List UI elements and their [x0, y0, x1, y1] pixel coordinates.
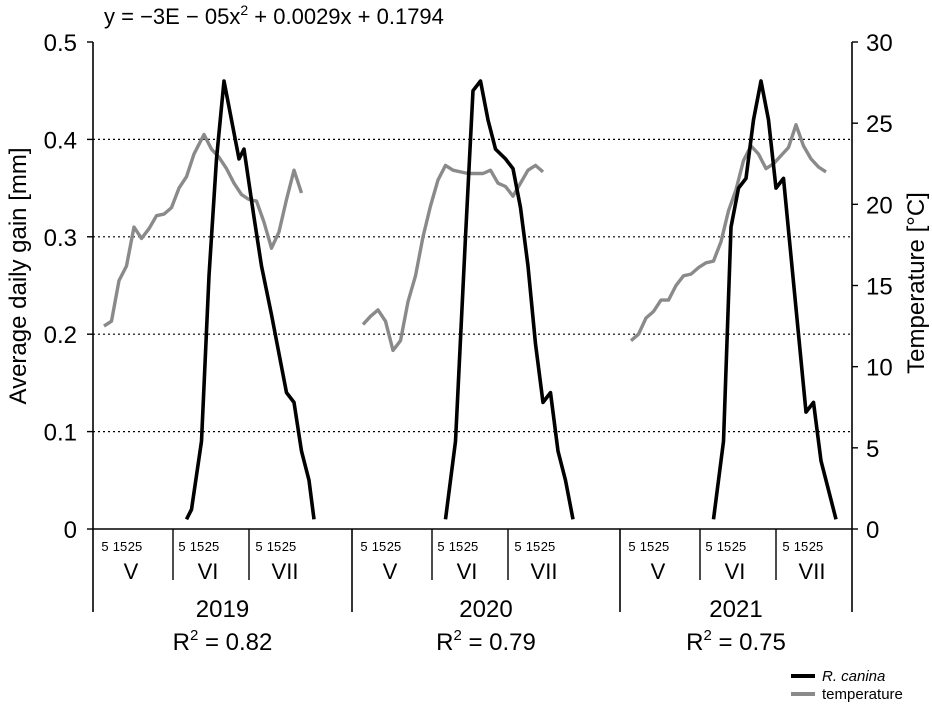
month-label: V: [383, 559, 398, 584]
regression-equation: y = −3E − 05x2 + 0.0029x + 0.1794: [104, 2, 444, 29]
y-tick-label-left: 0.3: [44, 225, 77, 252]
day-tick-label: 25: [809, 539, 823, 554]
day-tick-label: 25: [464, 539, 478, 554]
month-label: V: [124, 559, 139, 584]
day-tick-label: 5: [360, 539, 367, 554]
day-tick-label: 15: [640, 539, 654, 554]
y-tick-label-left: 0.5: [44, 30, 77, 57]
y-tick-label-left: 0: [64, 517, 77, 544]
r-squared-label: R2 = 0.75: [686, 627, 786, 656]
y-axis-left-title: Average daily gain [mm]: [5, 147, 32, 404]
month-label: VI: [457, 559, 478, 584]
year-label: 2021: [709, 596, 762, 623]
day-tick-label: 15: [794, 539, 808, 554]
month-label: VII: [531, 559, 558, 584]
day-tick-label: 5: [255, 539, 262, 554]
canina-line-2020: [443, 79, 575, 520]
day-tick-label: 5: [514, 539, 521, 554]
day-tick-label: 5: [101, 539, 108, 554]
series-lines: [103, 79, 838, 521]
day-tick-label: 15: [113, 539, 127, 554]
month-label: V: [651, 559, 666, 584]
legend-label-temperature: temperature: [822, 686, 903, 703]
y-tick-label-right: 25: [866, 111, 893, 138]
legend: R. canina temperature: [791, 668, 903, 703]
day-tick-label: 5: [782, 539, 789, 554]
day-tick-label: 25: [732, 539, 746, 554]
canina-line-2019: [184, 79, 316, 521]
day-tick-label: 15: [190, 539, 204, 554]
day-tick-label: 15: [372, 539, 386, 554]
day-tick-label: 5: [628, 539, 635, 554]
day-tick-label: 5: [705, 539, 712, 554]
y-tick-label-left: 0.1: [44, 420, 77, 447]
day-tick-label: 15: [449, 539, 463, 554]
temperature-line-2021: [629, 123, 827, 342]
temperature-line-2020: [361, 163, 545, 353]
day-tick-label: 5: [437, 539, 444, 554]
temperature-line-2019: [103, 132, 304, 328]
day-tick-label: 15: [717, 539, 731, 554]
day-tick-label: 25: [541, 539, 555, 554]
axes: 0 0.1 0.2 0.3 0.4 0.5 0 5 10 15 20 25 30: [44, 30, 893, 612]
y-tick-label-left: 0.4: [44, 127, 77, 154]
y-tick-label-right: 20: [866, 192, 893, 219]
day-tick-label: 25: [282, 539, 296, 554]
month-label: VII: [799, 559, 826, 584]
day-tick-label: 25: [205, 539, 219, 554]
day-tick-label: 15: [267, 539, 281, 554]
day-tick-label: 25: [128, 539, 142, 554]
r-squared-label: R2 = 0.82: [173, 627, 273, 656]
y-axis-right-title: Temperature [°C]: [903, 192, 930, 374]
y-tick-label-right: 10: [866, 355, 893, 382]
month-label: VI: [198, 559, 219, 584]
y-tick-label-right: 5: [866, 436, 879, 463]
month-label: VI: [725, 559, 746, 584]
canina-line-2021: [711, 79, 838, 520]
y-tick-label-right: 15: [866, 274, 893, 301]
year-label: 2019: [196, 596, 249, 623]
year-label: 2020: [459, 596, 512, 623]
day-tick-label: 15: [526, 539, 540, 554]
day-tick-label: 5: [178, 539, 185, 554]
day-tick-label: 25: [387, 539, 401, 554]
y-tick-label-right: 0: [866, 517, 879, 544]
r-squared-label: R2 = 0.79: [436, 627, 536, 656]
y-tick-label-right: 30: [866, 30, 893, 57]
day-tick-label: 25: [655, 539, 669, 554]
legend-label-canina: R. canina: [822, 668, 885, 685]
month-label: VII: [272, 559, 299, 584]
y-tick-label-left: 0.2: [44, 322, 77, 349]
